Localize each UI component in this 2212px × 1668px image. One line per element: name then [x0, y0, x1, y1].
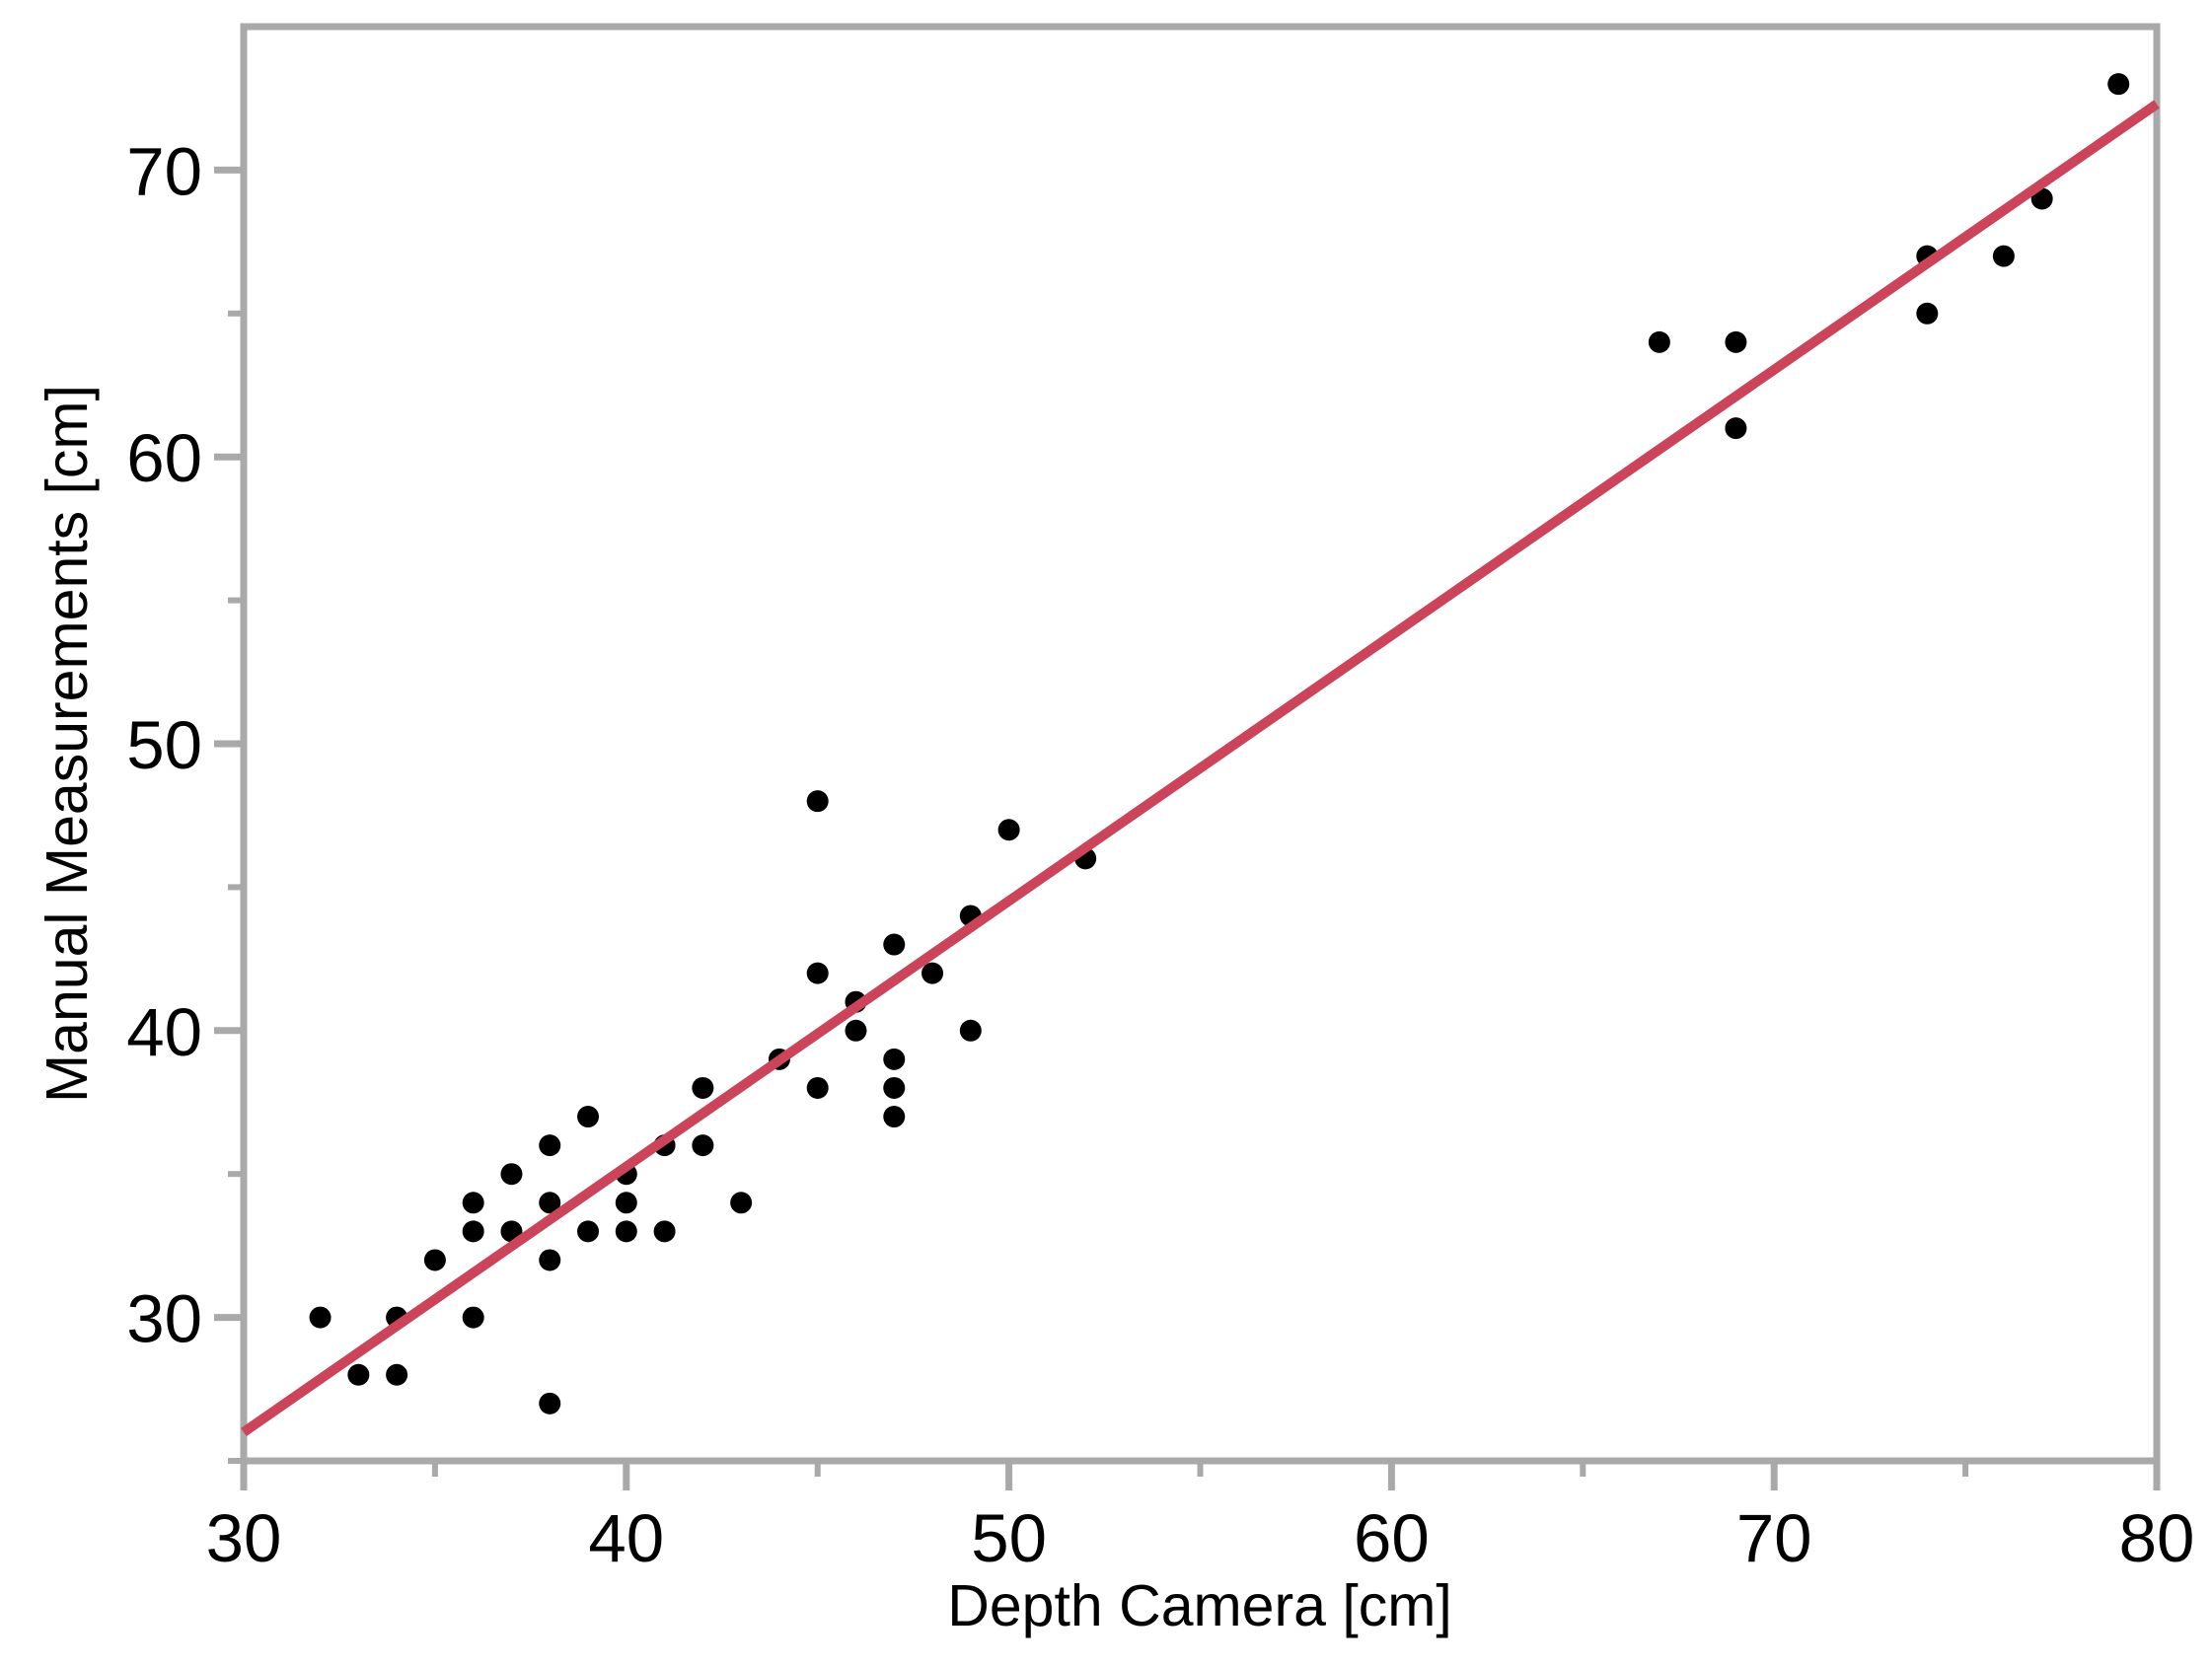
data-point-35-32 — [423, 1249, 446, 1271]
data-point-45-48 — [806, 790, 829, 813]
data-point-50-47 — [997, 819, 1020, 841]
data-point-47-39 — [883, 1048, 906, 1070]
data-point-79-73 — [2107, 73, 2130, 96]
y-tick-label-30: 30 — [126, 1281, 202, 1357]
x-tick-label-60: 60 — [1354, 1500, 1430, 1576]
axis-tick-labels: 30 40 50 60 70 80 30 40 50 60 70 — [126, 133, 2194, 1576]
y-tick-label-50: 50 — [126, 707, 202, 783]
data-point-74-65 — [1916, 302, 1939, 325]
y-tick-label-40: 40 — [126, 994, 202, 1070]
fit-line — [241, 100, 2160, 1437]
data-point-39-33 — [577, 1220, 600, 1243]
data-point-45-42 — [806, 962, 829, 984]
data-point-67-64 — [1648, 330, 1670, 353]
data-point-47-43 — [883, 933, 906, 956]
data-point-38-32 — [539, 1249, 561, 1271]
data-point-48-42 — [922, 962, 944, 984]
data-point-38-34 — [539, 1192, 561, 1214]
data-point-40-33 — [615, 1220, 637, 1243]
x-tick-label-50: 50 — [971, 1500, 1047, 1576]
data-point-37-35 — [500, 1163, 523, 1186]
data-points — [309, 73, 2130, 1414]
data-point-42-38 — [692, 1076, 714, 1099]
y-axis-title: Manual Measurements [cm] — [35, 385, 100, 1103]
x-tick-label-40: 40 — [588, 1500, 664, 1576]
plot-border — [240, 23, 2161, 1465]
data-point-36-30 — [462, 1306, 484, 1329]
plot-frame — [240, 23, 2161, 1465]
x-tick-label-70: 70 — [1736, 1500, 1812, 1576]
data-point-34-28 — [386, 1363, 408, 1386]
x-tick-label-80: 80 — [2119, 1500, 2195, 1576]
x-tick-label-30: 30 — [206, 1500, 282, 1576]
data-point-41-33 — [653, 1220, 676, 1243]
y-tick-label-60: 60 — [126, 420, 202, 496]
data-point-38-36 — [539, 1134, 561, 1157]
data-point-47-38 — [883, 1076, 906, 1099]
data-point-43-34 — [730, 1192, 753, 1214]
data-point-45-38 — [806, 1076, 829, 1099]
y-tick-label-70: 70 — [126, 133, 202, 209]
data-point-36-33 — [462, 1220, 484, 1243]
data-point-49-40 — [959, 1019, 982, 1042]
fit-line-layer — [241, 100, 2160, 1437]
data-point-32-30 — [309, 1306, 332, 1329]
data-point-36-34 — [462, 1192, 484, 1214]
data-point-38-27 — [539, 1392, 561, 1414]
data-point-69-64 — [1725, 330, 1747, 353]
x-axis-title: Depth Camera [cm] — [947, 1573, 1452, 1638]
data-point-76-67 — [1992, 245, 2015, 267]
data-point-42-36 — [692, 1134, 714, 1157]
data-point-39-37 — [577, 1106, 600, 1128]
data-point-47-37 — [883, 1106, 906, 1128]
data-point-46-40 — [845, 1019, 867, 1042]
axis-ticks — [214, 166, 2161, 1490]
data-point-40-34 — [615, 1192, 637, 1214]
data-point-33-28 — [347, 1363, 370, 1386]
data-point-69-61 — [1725, 417, 1747, 440]
